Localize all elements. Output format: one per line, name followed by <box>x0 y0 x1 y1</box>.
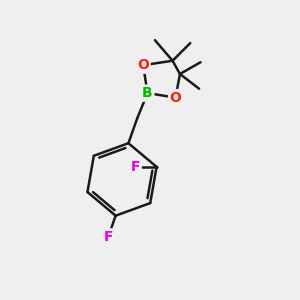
Text: O: O <box>169 91 181 105</box>
Text: B: B <box>142 86 153 100</box>
Text: O: O <box>137 58 149 72</box>
Text: F: F <box>103 230 113 244</box>
Text: F: F <box>131 160 140 174</box>
